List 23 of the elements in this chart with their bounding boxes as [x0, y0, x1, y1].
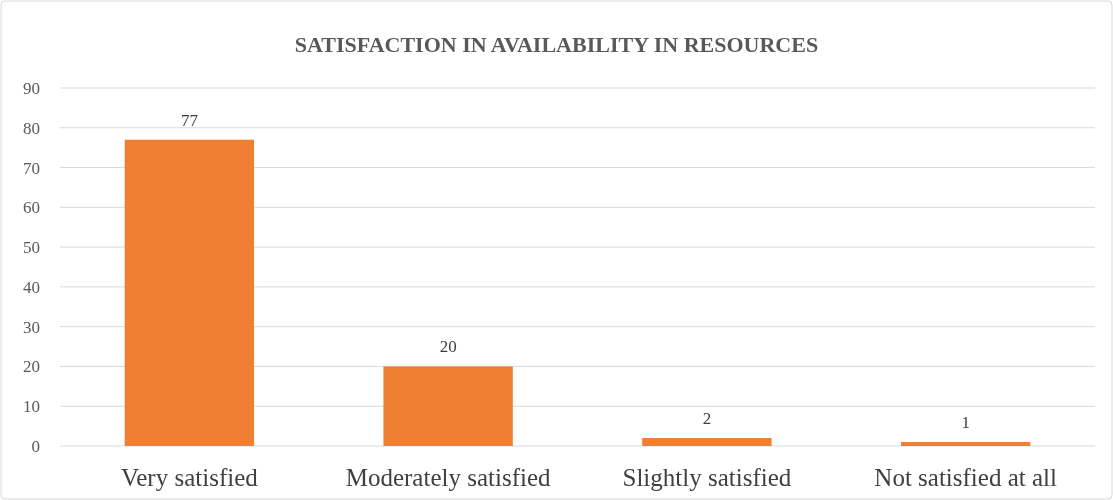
- y-tick-label: 0: [31, 436, 40, 456]
- data-label: 77: [180, 110, 199, 130]
- x-tick-label: Slightly satisfied: [622, 464, 792, 491]
- data-label: 2: [702, 409, 712, 429]
- y-tick-label: 50: [23, 238, 40, 258]
- y-tick-label: 70: [23, 158, 40, 178]
- bar: [124, 139, 255, 446]
- x-tick-label: Moderately satisfied: [345, 464, 552, 491]
- data-label: 1: [961, 413, 970, 433]
- y-tick-label: 90: [23, 78, 40, 98]
- x-tick-label: Very satisfied: [120, 464, 259, 491]
- data-label: 20: [439, 337, 457, 357]
- y-tick-label: 30: [23, 317, 40, 337]
- y-tick-label: 80: [23, 118, 40, 138]
- bar: [642, 438, 772, 446]
- y-tick-label: 60: [23, 198, 40, 218]
- x-tick-label: Not satisfied at all: [874, 464, 1057, 491]
- chart-title: SATISFACTION IN AVAILABILITY IN RESOURCES: [294, 32, 819, 57]
- bar: [900, 442, 1031, 446]
- y-tick-label: 10: [23, 397, 40, 417]
- y-tick-label: 40: [23, 277, 40, 297]
- bar: [383, 366, 513, 446]
- y-tick-label: 20: [23, 357, 40, 377]
